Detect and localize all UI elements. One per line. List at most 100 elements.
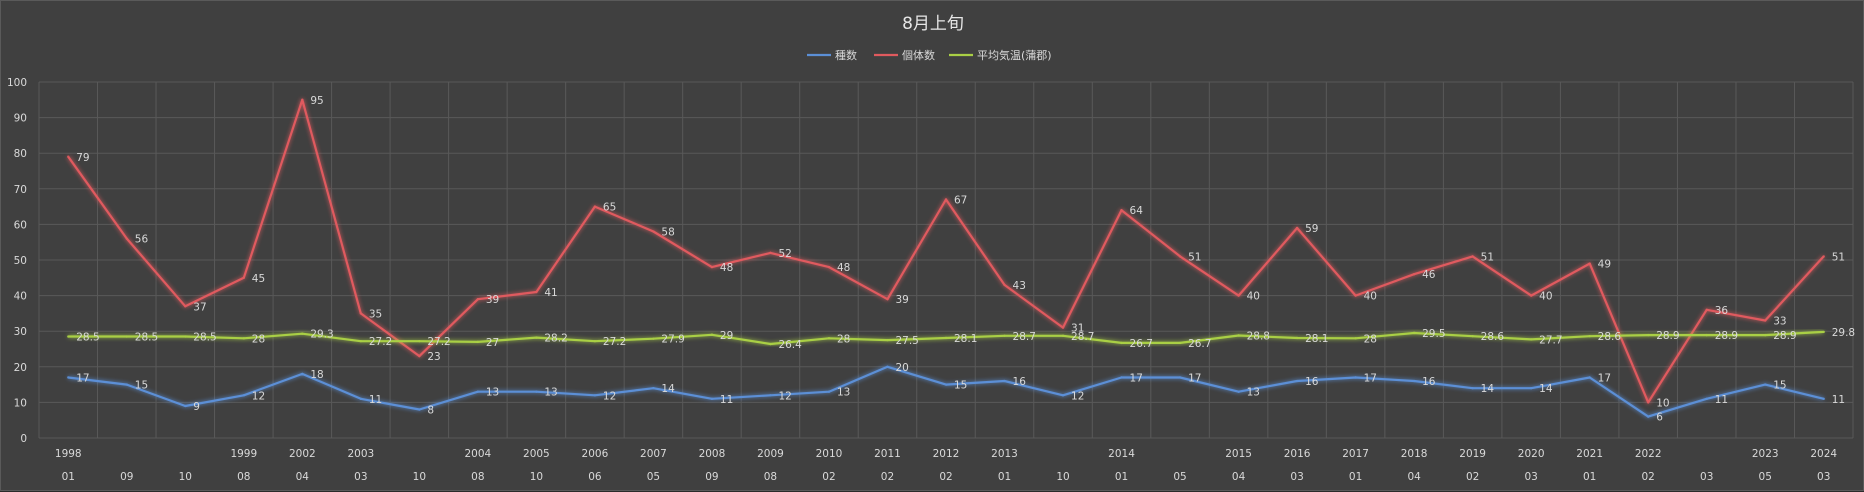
data-label: 29.8 [1832, 327, 1855, 339]
data-label: 12 [252, 390, 265, 402]
data-point [886, 297, 889, 301]
data-label: 23 [427, 351, 440, 363]
data-point [1120, 341, 1123, 345]
data-point [67, 335, 70, 338]
data-point [67, 376, 70, 379]
x-tick-label-year: 1999 [230, 448, 257, 460]
data-point [1412, 273, 1416, 276]
data-label: 28.5 [135, 332, 158, 344]
x-tick-label-year: 2003 [347, 448, 374, 460]
data-point [1471, 386, 1474, 390]
data-label: 26.4 [778, 339, 802, 351]
x-tick-label-day: 09 [705, 471, 718, 483]
data-label: 11 [720, 394, 733, 406]
data-point [944, 336, 948, 340]
data-point [1588, 262, 1591, 265]
x-tick-label-day: 03 [1817, 471, 1830, 483]
data-label: 20 [895, 362, 908, 374]
x-tick-label-year: 2008 [699, 448, 726, 460]
data-label: 18 [310, 369, 323, 381]
x-tick-label-day: 10 [413, 471, 426, 483]
data-label: 27.9 [661, 334, 684, 346]
data-label: 26.7 [1188, 338, 1211, 350]
data-label: 40 [1247, 291, 1260, 303]
data-point [1471, 255, 1474, 258]
legend-label: 個体数 [902, 48, 935, 62]
data-point [1529, 294, 1533, 297]
data-label: 28.7 [1071, 331, 1094, 343]
data-point [184, 335, 187, 338]
data-point [476, 340, 480, 344]
data-label: 95 [310, 95, 323, 107]
data-point [1120, 376, 1123, 379]
x-tick-label-day: 06 [588, 471, 602, 483]
data-label: 28 [837, 333, 850, 345]
legend: 種数 個体数 平均気温(蒲郡) [807, 48, 1052, 62]
y-axis: 0 10 20 30 40 50 60 70 80 90 100 [7, 77, 27, 445]
x-tick-label-year: 2024 [1810, 448, 1837, 460]
data-label: 12 [778, 390, 791, 402]
data-point [1646, 415, 1650, 418]
data-label: 16 [1305, 376, 1319, 388]
data-point [301, 372, 304, 376]
x-tick-label-year: 2020 [1518, 448, 1545, 460]
data-point [710, 265, 714, 269]
data-label: 52 [778, 248, 791, 260]
x-tick-label-day: 09 [120, 471, 133, 483]
data-label: 26.7 [1130, 338, 1153, 350]
data-point [1178, 341, 1182, 345]
data-point [827, 390, 831, 393]
data-point [1178, 255, 1182, 258]
data-label: 17 [1598, 372, 1611, 384]
x-tick-label-year: 2017 [1342, 448, 1369, 460]
data-label: 28.6 [1598, 331, 1622, 343]
data-label: 17 [76, 372, 89, 384]
data-label: 12 [603, 390, 616, 402]
data-label: 13 [837, 387, 850, 399]
data-point [1003, 379, 1006, 383]
data-point [125, 237, 128, 240]
data-point [1646, 401, 1650, 404]
data-point [1061, 326, 1065, 329]
data-label: 51 [1188, 251, 1201, 263]
x-tick-label-year: 2021 [1576, 448, 1603, 460]
data-label: 59 [1305, 223, 1318, 235]
data-label: 11 [1832, 394, 1845, 406]
data-label: 39 [895, 294, 908, 306]
x-tick-label-day: 01 [62, 471, 75, 483]
data-label: 10 [1656, 397, 1669, 409]
data-label: 28.8 [1247, 330, 1270, 342]
data-label: 13 [486, 387, 499, 399]
x-tick-label-year: 2002 [289, 448, 316, 460]
data-point [476, 297, 480, 301]
x-tick-label-day: 10 [179, 471, 192, 483]
data-point [1061, 334, 1065, 338]
data-label: 29.5 [1422, 328, 1445, 340]
y-tick-label: 30 [14, 326, 27, 338]
data-label: 17 [1130, 372, 1143, 384]
y-tick-label: 50 [14, 255, 27, 267]
x-tick-label-day: 08 [471, 471, 484, 483]
x-tick-label-day: 03 [1524, 471, 1537, 483]
legend-item: 個体数 [874, 48, 935, 62]
data-label: 6 [1656, 412, 1663, 424]
data-label: 28.9 [1656, 330, 1679, 342]
data-point [652, 386, 655, 390]
x-tick-label-day: 10 [1056, 471, 1069, 483]
data-label: 13 [1247, 387, 1260, 399]
data-label: 48 [837, 262, 850, 274]
data-point [1588, 334, 1591, 338]
data-point [593, 394, 597, 397]
data-point [1412, 331, 1416, 335]
x-tick-label-year: 2022 [1635, 448, 1662, 460]
data-label: 28.7 [1013, 331, 1036, 343]
data-point [1529, 338, 1533, 341]
chart-title: 8月上旬 [902, 14, 964, 34]
x-tick-label-day: 03 [1290, 471, 1303, 483]
data-point [1354, 376, 1357, 379]
data-label: 43 [1013, 280, 1026, 292]
x-tick-label-day: 05 [647, 471, 660, 483]
data-label: 56 [135, 234, 149, 246]
data-point [1295, 226, 1299, 230]
x-tick-label-year: 2015 [1225, 448, 1252, 460]
